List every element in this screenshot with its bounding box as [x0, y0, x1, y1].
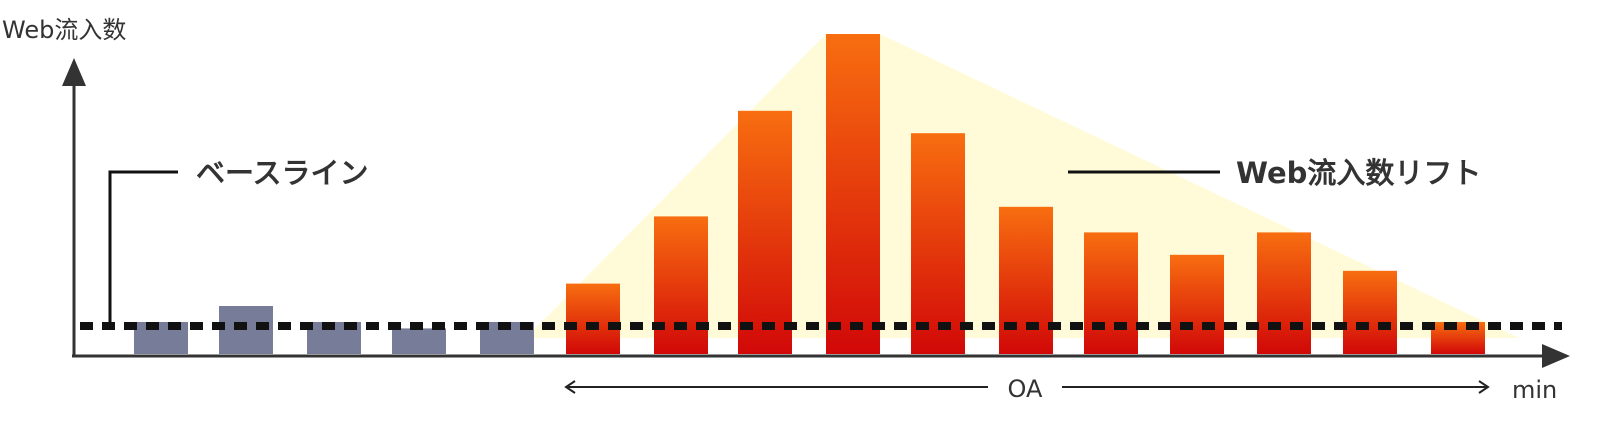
- lift-bar: [1257, 232, 1311, 354]
- lift-bar: [654, 216, 708, 354]
- oa-label: OA: [1008, 375, 1043, 403]
- lift-bar: [566, 283, 620, 354]
- lift-bar: [738, 110, 792, 354]
- lift-label: Web流入数リフト: [1236, 156, 1481, 190]
- lift-bar: [999, 206, 1053, 354]
- x-axis-label: min: [1512, 376, 1557, 404]
- y-axis-arrow-icon: [62, 58, 86, 86]
- baseline-label: ベースライン: [196, 156, 369, 190]
- oa-left-arrow-icon: [564, 380, 576, 394]
- lift-bar: [1343, 270, 1397, 354]
- baseline-bar: [392, 328, 446, 354]
- oa-right-arrow-icon: [1478, 380, 1490, 394]
- bars-group: [134, 34, 1485, 354]
- x-axis-arrow-icon: [1542, 344, 1570, 368]
- baseline-callout-line: [108, 170, 178, 324]
- lift-bar: [1084, 232, 1138, 354]
- lift-bar: [1170, 254, 1224, 354]
- lift-bar: [911, 133, 965, 354]
- y-axis-label: Web流入数: [2, 16, 126, 44]
- lift-bar: [826, 34, 880, 354]
